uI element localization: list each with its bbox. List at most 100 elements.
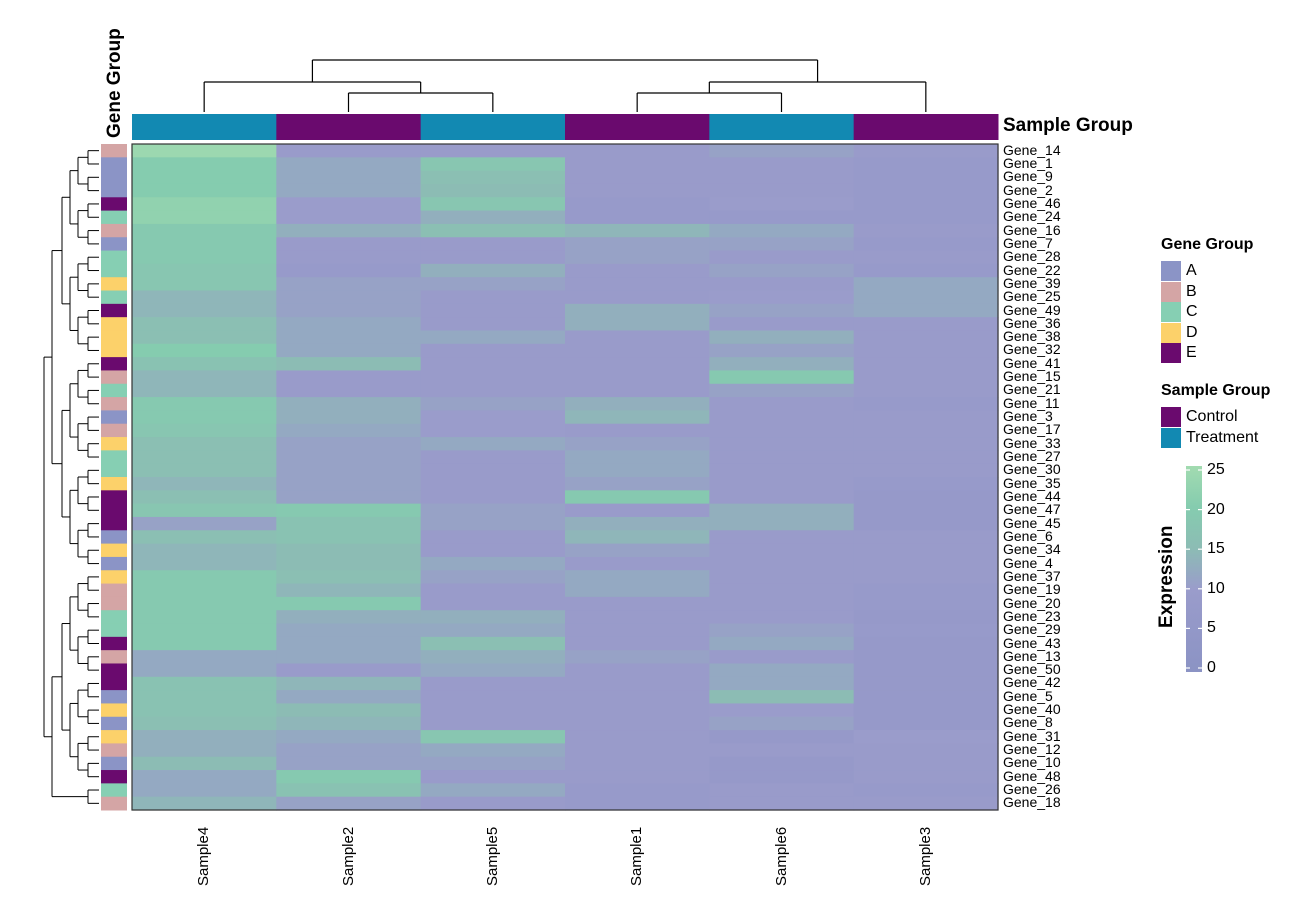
legend-swatch <box>1161 261 1181 281</box>
heatmap-cell <box>420 690 566 705</box>
heatmap-cell <box>853 450 999 465</box>
heatmap-cell <box>709 437 855 451</box>
heatmap-cell <box>276 583 422 598</box>
heatmap-cells <box>132 144 999 811</box>
gene-group-cell <box>101 623 127 638</box>
heatmap-cell <box>420 623 566 638</box>
heatmap-cell <box>420 170 566 185</box>
legend-swatch <box>1161 427 1181 448</box>
heatmap-cell <box>565 383 710 398</box>
gene-group-cell <box>101 330 127 345</box>
heatmap-cell <box>709 170 855 185</box>
gene-group-cell <box>101 703 127 718</box>
heatmap-cell <box>276 490 422 505</box>
heatmap-cell <box>709 277 855 292</box>
heatmap-cell <box>853 477 999 491</box>
heatmap-cell <box>709 596 855 611</box>
heatmap-cell <box>420 503 566 518</box>
heatmap-cell <box>132 690 277 705</box>
heatmap-cell <box>853 250 999 265</box>
gene-group-cell <box>101 250 127 265</box>
heatmap-cell <box>709 583 855 598</box>
heatmap-cell <box>276 596 422 611</box>
heatmap-cell <box>709 423 855 438</box>
sample-group-annotation-title: Sample Group <box>1003 115 1133 136</box>
heatmap-cell <box>565 183 710 198</box>
heatmap-cell <box>709 370 855 385</box>
heatmap-cell <box>853 783 999 798</box>
row-label: Gene_36 <box>1003 314 1061 331</box>
heatmap-cell <box>565 490 710 505</box>
heatmap-cell <box>420 783 566 798</box>
row-label: Gene_9 <box>1003 168 1053 185</box>
row-label: Gene_48 <box>1003 767 1061 784</box>
heatmap-cell <box>276 530 422 545</box>
heatmap-cell <box>709 223 855 238</box>
heatmap-cell <box>132 610 277 625</box>
heatmap-cell <box>276 503 422 518</box>
heatmap-cell <box>853 423 999 438</box>
heatmap-cell <box>132 330 277 345</box>
gene-group-cell <box>101 183 127 198</box>
gene-group-cell <box>101 530 127 545</box>
gene-group-cell <box>101 770 127 784</box>
heatmap-cell <box>276 277 422 292</box>
heatmap-cell <box>565 277 710 292</box>
row-label: Gene_10 <box>1003 754 1061 771</box>
heatmap-cell <box>853 636 999 651</box>
heatmap-cell <box>420 636 566 651</box>
heatmap-cell <box>709 650 855 665</box>
heatmap-cell <box>132 170 277 185</box>
heatmap-cell <box>132 290 277 305</box>
heatmap-cell <box>853 703 999 718</box>
gene-group-cell <box>101 210 127 225</box>
heatmap-cell <box>565 530 710 545</box>
colorbar-tick-label: 25 <box>1207 461 1225 478</box>
gene-group-cell <box>101 370 127 385</box>
heatmap-cell <box>420 144 566 158</box>
heatmap-cell <box>709 796 855 811</box>
row-label: Gene_28 <box>1003 248 1061 265</box>
heatmap-cell <box>709 770 855 784</box>
heatmap-cell <box>565 703 710 718</box>
heatmap-cell <box>565 556 710 571</box>
gene-group-cell <box>101 170 127 185</box>
heatmap-cell <box>132 716 277 731</box>
heatmap-cell <box>565 330 710 345</box>
sample-group-cell <box>565 114 710 140</box>
row-label: Gene_11 <box>1003 394 1060 411</box>
heatmap-cell <box>565 596 710 611</box>
colorbar-tick-label: 0 <box>1207 659 1216 676</box>
heatmap-cell <box>565 237 710 252</box>
row-label: Gene_33 <box>1003 434 1061 451</box>
heatmap-cell <box>420 716 566 731</box>
heatmap-cell <box>420 676 566 691</box>
heatmap-cell <box>132 783 277 798</box>
heatmap-cell <box>565 437 710 451</box>
row-label: Gene_12 <box>1003 741 1061 758</box>
gene-group-cell <box>101 450 127 465</box>
heatmap-cell <box>565 144 710 158</box>
gene-group-cell <box>101 596 127 611</box>
heatmap-cell <box>853 383 999 398</box>
heatmap-cell <box>709 516 855 531</box>
heatmap-cell <box>276 210 422 225</box>
heatmap-cell <box>565 223 710 238</box>
heatmap-cell <box>853 503 999 518</box>
heatmap-cell <box>276 250 422 265</box>
heatmap-cell <box>420 490 566 505</box>
heatmap-cell <box>565 570 710 585</box>
heatmap-cell <box>709 783 855 798</box>
row-label: Gene_5 <box>1003 687 1053 704</box>
heatmap-cell <box>565 623 710 638</box>
heatmap-cell <box>565 477 710 491</box>
gene-group-annotation-bar <box>101 144 127 811</box>
heatmap-cell <box>709 556 855 571</box>
heatmap-cell <box>420 543 566 558</box>
heatmap-cell <box>709 623 855 638</box>
row-label: Gene_23 <box>1003 607 1061 624</box>
heatmap-cell <box>853 490 999 505</box>
heatmap-cell <box>132 397 277 411</box>
heatmap-cell <box>132 303 277 318</box>
row-label: Gene_17 <box>1003 421 1061 438</box>
